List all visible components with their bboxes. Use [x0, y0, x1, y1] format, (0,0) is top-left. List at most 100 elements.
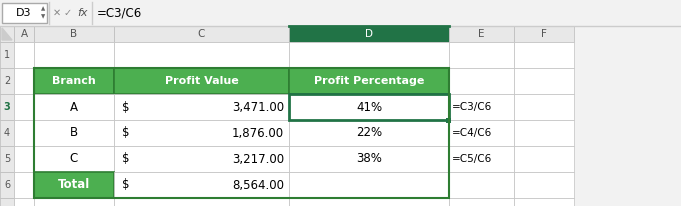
Bar	[289, 94, 449, 120]
Bar	[289, 94, 449, 120]
Bar	[14, 26, 34, 42]
Bar	[114, 68, 289, 94]
Bar	[449, 94, 514, 120]
Text: 3: 3	[3, 102, 10, 112]
Bar	[114, 172, 289, 198]
Text: 5: 5	[4, 154, 10, 164]
Text: 3,217.00: 3,217.00	[232, 152, 284, 165]
Bar	[449, 146, 514, 172]
Bar	[289, 146, 449, 172]
Text: $: $	[123, 179, 130, 192]
Text: Profit Value: Profit Value	[165, 76, 238, 86]
Bar	[14, 172, 34, 198]
Text: $: $	[123, 152, 130, 165]
Text: ▲: ▲	[41, 7, 45, 12]
Text: 1,876.00: 1,876.00	[232, 126, 284, 139]
Text: B: B	[70, 126, 78, 139]
Bar	[289, 120, 449, 146]
Text: C: C	[70, 152, 78, 165]
Bar	[0, 146, 14, 172]
Bar	[14, 94, 34, 120]
Bar	[2, 3, 47, 23]
Bar	[114, 26, 289, 42]
Polygon shape	[2, 28, 12, 40]
Bar	[14, 146, 34, 172]
Bar	[289, 26, 449, 42]
Bar	[34, 94, 114, 120]
Bar	[449, 120, 514, 146]
Bar	[449, 26, 514, 42]
Text: 6: 6	[4, 180, 10, 190]
Text: D3: D3	[16, 8, 32, 18]
Text: 2: 2	[4, 76, 10, 86]
Text: F: F	[541, 29, 547, 39]
Bar	[289, 146, 449, 172]
Text: 3,471.00: 3,471.00	[232, 101, 284, 114]
Bar	[114, 146, 289, 172]
Bar	[0, 26, 14, 42]
Text: $: $	[123, 101, 130, 114]
Text: =C3/C6: =C3/C6	[452, 102, 492, 112]
Bar	[289, 172, 449, 198]
Text: =C4/C6: =C4/C6	[452, 128, 492, 138]
Bar	[114, 146, 289, 172]
Bar	[449, 172, 514, 198]
Text: 41%: 41%	[356, 101, 382, 114]
Text: ▼: ▼	[41, 14, 45, 20]
Text: =C5/C6: =C5/C6	[452, 154, 492, 164]
Bar	[14, 198, 34, 206]
Text: 22%: 22%	[356, 126, 382, 139]
Bar	[34, 94, 114, 120]
Bar	[114, 172, 289, 198]
Bar	[289, 120, 449, 146]
Bar	[289, 172, 449, 198]
Bar	[289, 42, 449, 68]
Text: A: A	[70, 101, 78, 114]
Text: ✕: ✕	[53, 8, 61, 18]
Bar	[514, 198, 574, 206]
Bar	[34, 120, 114, 146]
Text: $: $	[123, 126, 130, 139]
Text: fx: fx	[77, 8, 87, 18]
Bar	[34, 120, 114, 146]
Text: 4: 4	[4, 128, 10, 138]
Bar	[446, 117, 451, 123]
Bar	[0, 172, 14, 198]
Text: Total: Total	[58, 179, 90, 192]
Bar	[514, 146, 574, 172]
Bar	[114, 42, 289, 68]
Text: ✓: ✓	[64, 8, 72, 18]
Bar	[34, 146, 114, 172]
Bar	[0, 68, 14, 94]
Bar	[34, 172, 114, 198]
Bar	[14, 68, 34, 94]
Bar	[114, 120, 289, 146]
Bar	[114, 94, 289, 120]
Bar	[289, 94, 449, 120]
Bar	[514, 26, 574, 42]
Text: 1: 1	[4, 50, 10, 60]
Bar	[289, 68, 449, 94]
Bar	[449, 42, 514, 68]
Bar	[34, 68, 449, 198]
Text: D: D	[365, 29, 373, 39]
Bar	[449, 198, 514, 206]
Text: =C3/C6: =C3/C6	[97, 7, 142, 20]
Text: E: E	[478, 29, 485, 39]
Bar	[514, 172, 574, 198]
Bar	[514, 94, 574, 120]
Text: 38%: 38%	[356, 152, 382, 165]
Text: A: A	[20, 29, 27, 39]
Bar	[34, 68, 114, 94]
Bar	[514, 120, 574, 146]
Bar	[34, 198, 114, 206]
Bar	[514, 42, 574, 68]
Bar	[514, 68, 574, 94]
Bar	[34, 172, 114, 198]
Text: Profit Percentage: Profit Percentage	[314, 76, 424, 86]
Bar	[0, 42, 14, 68]
Bar	[34, 26, 114, 42]
Bar	[34, 146, 114, 172]
Bar	[14, 120, 34, 146]
Text: C: C	[197, 29, 205, 39]
